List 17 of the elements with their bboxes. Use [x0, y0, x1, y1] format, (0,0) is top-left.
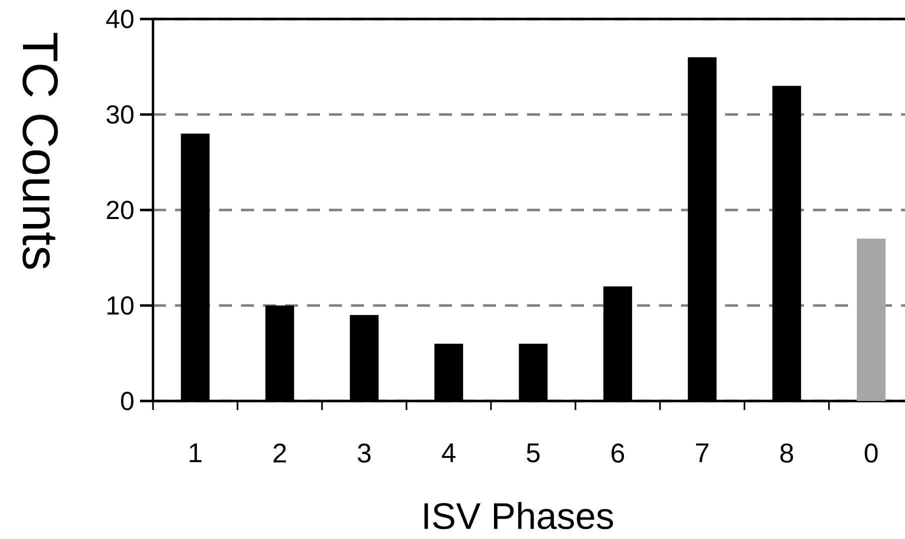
y-tick-label: 10 [108, 296, 134, 315]
x-axis-title: ISV Phases [424, 502, 614, 530]
x-tick-label: 6 [612, 444, 624, 463]
bar [856, 238, 886, 402]
y-tick-label: 40 [106, 10, 134, 28]
x-tick-label: 2 [274, 444, 286, 462]
y-axis-title: TC Counts [22, 32, 58, 269]
x-tick-label: 5 [526, 444, 540, 462]
x-tick-label: 4 [442, 444, 456, 462]
y-tick-label: 30 [106, 105, 134, 124]
x-tick-label: 0 [864, 444, 878, 463]
y-tick-label: 0 [121, 392, 134, 410]
y-tick-label: 20 [106, 200, 134, 220]
x-tick-label: 3 [358, 444, 371, 463]
x-tick-label: 1 [190, 444, 202, 462]
x-tick-label: 7 [696, 444, 708, 462]
x-tick-label: 8 [780, 444, 794, 463]
